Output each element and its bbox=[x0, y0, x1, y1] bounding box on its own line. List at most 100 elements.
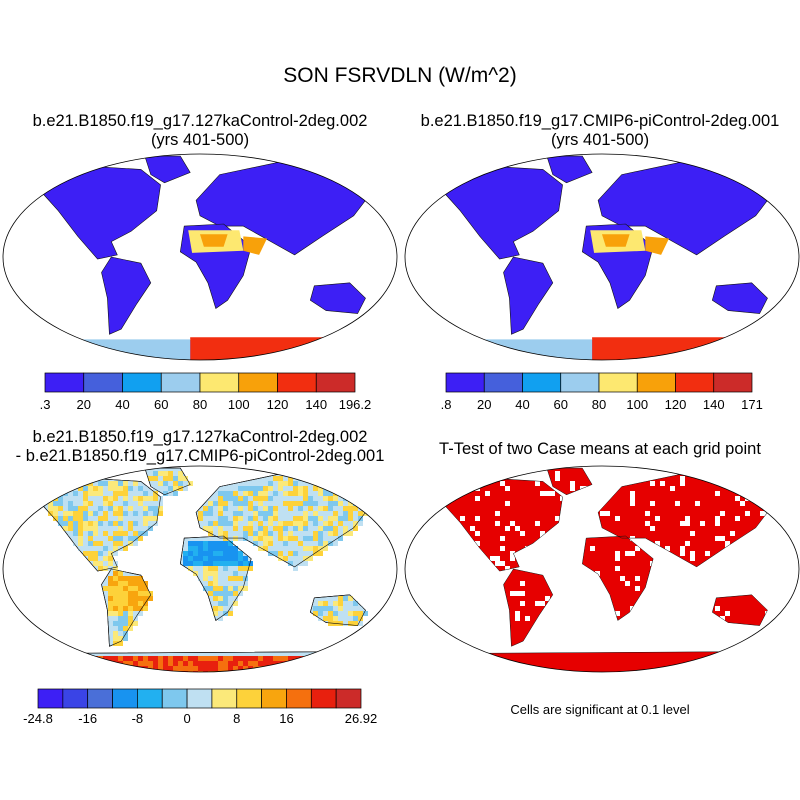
diff-cell bbox=[68, 656, 73, 661]
diff-cell bbox=[333, 656, 338, 661]
ttest-nonsig-cell bbox=[675, 501, 680, 506]
diff-cell bbox=[128, 616, 133, 621]
diff-cell bbox=[378, 661, 383, 666]
diff-cell bbox=[148, 661, 153, 666]
diff-cell bbox=[108, 506, 113, 511]
diff-cell bbox=[173, 656, 178, 661]
diff-cell bbox=[168, 471, 173, 476]
diff-cell bbox=[168, 671, 173, 672]
ttest-nonsig-cell bbox=[655, 516, 660, 521]
diff-cell bbox=[68, 496, 73, 501]
diff-cell bbox=[83, 531, 88, 536]
diff-cell bbox=[123, 606, 128, 611]
diff-cell bbox=[293, 556, 298, 561]
diff-cell bbox=[308, 516, 313, 521]
diff-cell bbox=[98, 526, 103, 531]
diff-cell bbox=[308, 556, 313, 561]
diff-cell bbox=[98, 481, 103, 486]
ttest-nonsig-cell bbox=[555, 476, 560, 481]
diff-cell bbox=[283, 516, 288, 521]
diff-cell bbox=[228, 671, 233, 672]
diff-cell bbox=[133, 586, 138, 591]
diff-cell bbox=[183, 556, 188, 561]
diff-cell bbox=[63, 511, 68, 516]
diff-cell bbox=[203, 541, 208, 546]
diff-cell bbox=[113, 611, 118, 616]
diff-cell bbox=[203, 551, 208, 556]
diff-cell bbox=[108, 496, 113, 501]
diff-cell bbox=[108, 501, 113, 506]
diff-cell bbox=[313, 606, 318, 611]
diff-cell bbox=[303, 661, 308, 666]
diff-cell bbox=[168, 476, 173, 481]
diff-cell bbox=[178, 471, 183, 476]
diff-cell bbox=[318, 521, 323, 526]
diff-cell bbox=[103, 561, 108, 566]
diff-cell bbox=[118, 586, 123, 591]
diff-cell bbox=[323, 546, 328, 551]
diff-cell bbox=[228, 526, 233, 531]
diff-cell bbox=[278, 546, 283, 551]
diff-cell bbox=[43, 661, 48, 666]
diff-cell bbox=[308, 496, 313, 501]
diff-cell bbox=[133, 506, 138, 511]
diff-cell bbox=[278, 521, 283, 526]
diff-cell bbox=[323, 666, 328, 671]
colorbar-tick-label: 80 bbox=[592, 397, 606, 412]
diff-cell bbox=[253, 526, 258, 531]
diff-cell bbox=[173, 671, 178, 672]
ttest-land-antarctica bbox=[428, 651, 790, 672]
diff-cell bbox=[183, 481, 188, 486]
diff-cell bbox=[338, 601, 343, 606]
diff-cell bbox=[293, 501, 298, 506]
diff-cell bbox=[223, 546, 228, 551]
diff-cell bbox=[318, 671, 323, 672]
diff-cell bbox=[243, 536, 248, 541]
diff-cell bbox=[178, 476, 183, 481]
diff-cell bbox=[283, 666, 288, 671]
diff-cell bbox=[268, 666, 273, 671]
diff-cell bbox=[223, 671, 228, 672]
diff-cell bbox=[203, 561, 208, 566]
colorbar-tick-label: 100 bbox=[626, 397, 648, 412]
diff-cell bbox=[328, 536, 333, 541]
colorbar-swatch bbox=[236, 688, 262, 709]
diff-cell bbox=[223, 666, 228, 671]
diff-cell bbox=[343, 526, 348, 531]
diff-cell bbox=[103, 536, 108, 541]
ttest-nonsig-cell bbox=[590, 546, 595, 551]
diff-cell bbox=[48, 496, 53, 501]
diff-cell bbox=[313, 521, 318, 526]
diff-cell bbox=[188, 481, 193, 486]
diff-cell bbox=[158, 506, 163, 511]
diff-cell bbox=[143, 491, 148, 496]
diff-cell bbox=[93, 551, 98, 556]
diff-cell bbox=[248, 506, 253, 511]
diff-cell bbox=[343, 666, 348, 671]
diff-cell bbox=[188, 661, 193, 666]
diff-cell bbox=[233, 486, 238, 491]
diff-cell bbox=[243, 501, 248, 506]
diff-cell bbox=[288, 526, 293, 531]
diff-cell bbox=[318, 536, 323, 541]
diff-cell bbox=[223, 656, 228, 661]
diff-cell bbox=[158, 501, 163, 506]
diff-cell bbox=[223, 601, 228, 606]
ttest-nonsig-cell bbox=[685, 541, 690, 546]
diff-cell bbox=[253, 521, 258, 526]
diff-cell bbox=[313, 671, 318, 672]
diff-cell bbox=[198, 516, 203, 521]
colorbar-swatch bbox=[636, 372, 676, 393]
diff-coast-australia bbox=[309, 594, 366, 626]
diff-cell bbox=[123, 591, 128, 596]
diff-cell bbox=[118, 521, 123, 526]
diff-cell bbox=[218, 591, 223, 596]
diff-cell bbox=[83, 661, 88, 666]
ttest-nonsig-cell bbox=[715, 606, 720, 611]
diff-cell bbox=[78, 666, 83, 671]
diff-cell bbox=[208, 586, 213, 591]
diff-cell bbox=[203, 556, 208, 561]
diff-cell bbox=[58, 666, 63, 671]
diff-cell bbox=[353, 666, 358, 671]
diff-cell bbox=[178, 481, 183, 486]
